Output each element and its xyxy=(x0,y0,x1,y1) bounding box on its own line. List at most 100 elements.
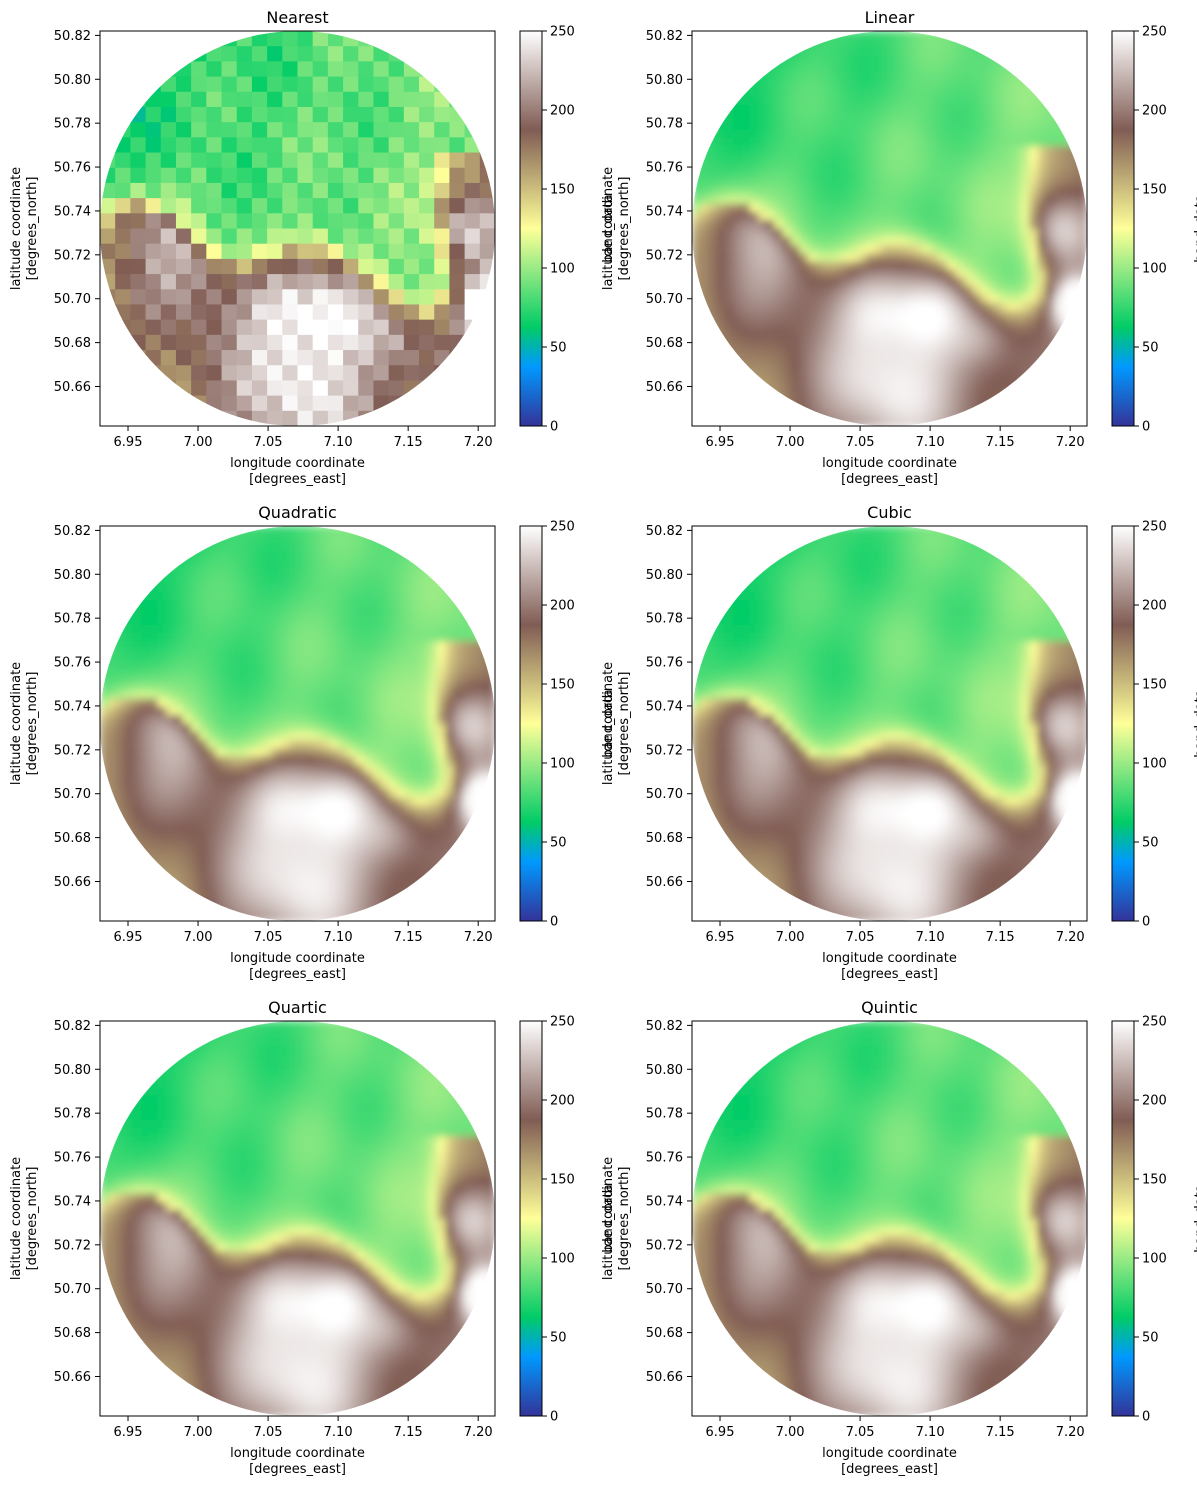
heatmap-cell xyxy=(971,409,981,419)
heatmap-cell xyxy=(404,805,414,815)
heatmap-cell xyxy=(963,302,973,312)
heatmap-cell xyxy=(741,154,751,164)
x-axis-label: [degrees_east] xyxy=(841,472,938,487)
heatmap-cell xyxy=(692,310,701,320)
heatmap-cell xyxy=(464,31,481,47)
heatmap-cell xyxy=(322,575,332,585)
heatmap-cell xyxy=(190,822,200,832)
heatmap-cell xyxy=(281,690,290,700)
heatmap-cell xyxy=(108,600,118,609)
heatmap-cell xyxy=(1012,277,1022,287)
heatmap-cell xyxy=(963,228,973,238)
heatmap-cell xyxy=(281,616,290,626)
heatmap-cell xyxy=(165,748,175,758)
heatmap-cell xyxy=(766,129,775,139)
heatmap-cell xyxy=(823,302,833,312)
heatmap-cell xyxy=(449,152,466,169)
heatmap-cell xyxy=(248,624,257,634)
heatmap-cell xyxy=(330,558,340,568)
heatmap-cell xyxy=(749,96,759,106)
heatmap-cell xyxy=(996,179,1006,188)
heatmap-cell xyxy=(198,550,208,560)
heatmap-cell xyxy=(782,203,792,213)
heatmap-cell xyxy=(358,213,375,230)
heatmap-cell xyxy=(124,756,134,766)
heatmap-cell xyxy=(1078,80,1087,90)
heatmap-cell xyxy=(267,350,283,366)
heatmap-cell xyxy=(116,665,126,675)
heatmap-cell xyxy=(108,608,118,618)
heatmap-cell xyxy=(700,269,710,279)
heatmap-cell xyxy=(1054,195,1063,205)
heatmap-cell xyxy=(963,319,973,328)
heatmap-cell xyxy=(1029,146,1039,156)
heatmap-cell xyxy=(823,393,833,402)
heatmap-cell xyxy=(160,61,177,78)
heatmap-cell xyxy=(355,526,364,535)
heatmap-cell xyxy=(1012,269,1022,279)
heatmap-cell xyxy=(236,274,253,290)
heatmap-cell xyxy=(464,213,481,230)
heatmap-cell xyxy=(988,96,998,106)
heatmap-cell xyxy=(313,682,323,692)
heatmap-cell xyxy=(897,121,907,131)
heatmap-cell xyxy=(206,904,216,914)
heatmap-cell xyxy=(221,243,238,260)
heatmap-cell xyxy=(373,319,390,336)
heatmap-cell xyxy=(231,715,241,725)
heatmap-cell xyxy=(692,409,701,419)
heatmap-cell xyxy=(182,583,192,593)
heatmap-cell xyxy=(116,567,126,576)
heatmap-cell xyxy=(947,212,956,221)
heatmap-cell xyxy=(708,294,718,304)
heatmap-cell xyxy=(1062,39,1072,49)
heatmap-cell xyxy=(404,575,414,585)
heatmap-cell xyxy=(206,888,216,897)
heatmap-cell xyxy=(248,707,257,716)
heatmap-cell xyxy=(100,772,109,782)
heatmap-cell xyxy=(1004,179,1014,188)
heatmap-cell xyxy=(708,236,718,246)
heatmap-cell xyxy=(338,838,348,848)
heatmap-cell xyxy=(971,343,981,353)
heatmap-cell xyxy=(798,63,808,73)
heatmap-cell xyxy=(388,61,405,78)
heatmap-cell xyxy=(1037,121,1047,131)
heatmap-cell xyxy=(223,624,233,634)
heatmap-cell xyxy=(1045,187,1055,197)
heatmap-cell xyxy=(312,31,329,47)
heatmap-cell xyxy=(379,600,389,609)
heatmap-cell xyxy=(157,608,167,618)
heatmap-cell xyxy=(790,129,800,139)
heatmap-cell xyxy=(412,822,422,832)
heatmap-cell xyxy=(766,253,775,263)
heatmap-cell xyxy=(264,624,274,634)
heatmap-cell xyxy=(692,170,701,180)
heatmap-cell xyxy=(236,106,253,123)
heatmap-cell xyxy=(305,707,315,716)
heatmap-cell xyxy=(327,213,344,230)
heatmap-cell xyxy=(141,649,150,659)
heatmap-cell xyxy=(420,550,430,560)
heatmap-cell xyxy=(1021,319,1030,328)
heatmap-cell xyxy=(1054,170,1063,180)
heatmap-cell xyxy=(346,797,356,807)
heatmap-cell xyxy=(963,212,973,221)
heatmap-cell xyxy=(313,871,323,881)
heatmap-cell xyxy=(807,228,817,238)
heatmap-cell xyxy=(116,641,126,651)
heatmap-cell xyxy=(116,830,126,840)
heatmap-cell xyxy=(938,88,948,98)
heatmap-cell xyxy=(864,269,874,279)
heatmap-cell xyxy=(988,269,998,279)
heatmap-cell xyxy=(221,182,238,199)
heatmap-cell xyxy=(174,912,183,921)
heatmap-cell xyxy=(700,310,710,320)
heatmap-cell xyxy=(198,542,208,552)
heatmap-cell xyxy=(149,526,159,535)
heatmap-cell xyxy=(1070,335,1080,345)
heatmap-cell xyxy=(434,76,451,93)
heatmap-cell xyxy=(191,258,207,275)
heatmap-cell xyxy=(716,302,726,312)
